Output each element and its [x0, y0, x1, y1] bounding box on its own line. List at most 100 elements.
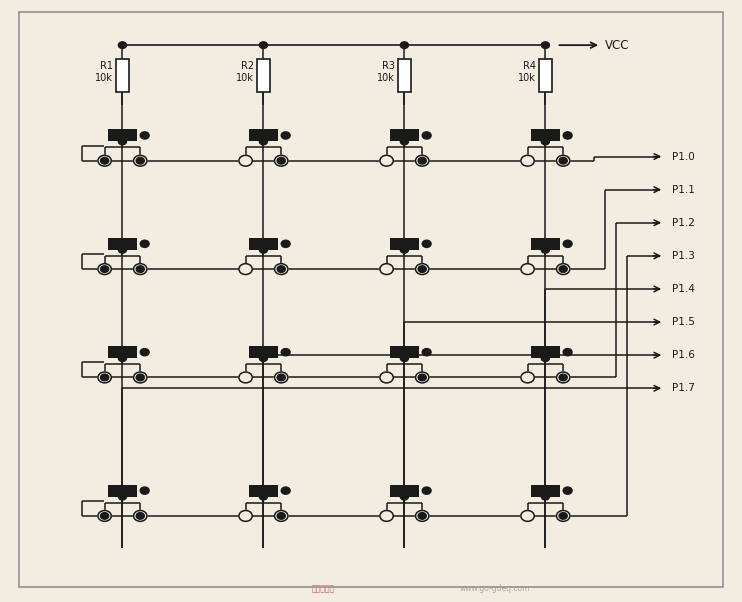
Circle shape [559, 374, 568, 381]
Circle shape [559, 158, 568, 164]
Circle shape [281, 487, 290, 494]
Circle shape [556, 372, 570, 383]
Circle shape [239, 510, 252, 521]
Circle shape [281, 349, 290, 356]
Circle shape [137, 158, 144, 164]
Circle shape [275, 372, 288, 383]
Bar [531, 346, 560, 358]
Circle shape [521, 264, 534, 275]
Bar [531, 238, 560, 250]
Circle shape [119, 247, 126, 253]
Circle shape [101, 158, 109, 164]
Text: 广电电器网: 广电电器网 [312, 584, 335, 593]
Bar [531, 485, 560, 497]
Bar [108, 346, 137, 358]
Circle shape [275, 510, 288, 521]
Circle shape [416, 372, 429, 383]
Circle shape [134, 372, 147, 383]
Circle shape [239, 155, 252, 166]
Text: P1.1: P1.1 [672, 185, 695, 194]
Text: R3
10k: R3 10k [377, 61, 395, 83]
Circle shape [418, 158, 427, 164]
Circle shape [559, 266, 568, 272]
Bar [249, 238, 278, 250]
Text: P1.5: P1.5 [672, 317, 695, 327]
Bar [249, 346, 278, 358]
Circle shape [556, 264, 570, 275]
Circle shape [556, 155, 570, 166]
Circle shape [239, 264, 252, 275]
Circle shape [422, 240, 431, 247]
Circle shape [563, 349, 572, 356]
Circle shape [134, 264, 147, 275]
Circle shape [416, 510, 429, 521]
Circle shape [563, 132, 572, 139]
Circle shape [137, 513, 144, 519]
Text: www.go-gdeq.com: www.go-gdeq.com [460, 584, 531, 593]
Circle shape [278, 266, 286, 272]
Circle shape [278, 513, 286, 519]
Circle shape [542, 247, 549, 253]
Circle shape [416, 155, 429, 166]
Circle shape [134, 510, 147, 521]
Circle shape [418, 266, 427, 272]
Text: R2
10k: R2 10k [236, 61, 254, 83]
Circle shape [119, 42, 126, 49]
Text: R1
10k: R1 10k [95, 61, 113, 83]
Circle shape [101, 374, 109, 381]
Circle shape [380, 155, 393, 166]
Bar [390, 346, 419, 358]
Circle shape [380, 264, 393, 275]
Bar [116, 58, 129, 92]
Circle shape [559, 513, 568, 519]
Circle shape [260, 138, 267, 144]
Bar [108, 485, 137, 497]
Circle shape [260, 494, 267, 500]
Circle shape [140, 349, 149, 356]
Circle shape [380, 510, 393, 521]
Circle shape [418, 513, 427, 519]
Text: VCC: VCC [605, 39, 629, 52]
Circle shape [563, 240, 572, 247]
Circle shape [140, 487, 149, 494]
Circle shape [422, 349, 431, 356]
Circle shape [98, 510, 111, 521]
Circle shape [140, 240, 149, 247]
Text: P1.0: P1.0 [672, 152, 695, 161]
Circle shape [380, 372, 393, 383]
Circle shape [98, 372, 111, 383]
Text: P1.3: P1.3 [672, 251, 695, 261]
Circle shape [401, 247, 409, 253]
Circle shape [281, 132, 290, 139]
Circle shape [563, 487, 572, 494]
Circle shape [416, 264, 429, 275]
Circle shape [278, 158, 286, 164]
Text: P1.2: P1.2 [672, 218, 695, 228]
Circle shape [542, 138, 549, 144]
Bar [249, 129, 278, 141]
Circle shape [119, 355, 126, 361]
Circle shape [521, 510, 534, 521]
Circle shape [401, 494, 409, 500]
Circle shape [137, 266, 144, 272]
Circle shape [101, 513, 109, 519]
Circle shape [119, 138, 126, 144]
Circle shape [542, 355, 549, 361]
Circle shape [556, 510, 570, 521]
Bar [390, 129, 419, 141]
Bar [390, 485, 419, 497]
Bar [390, 238, 419, 250]
Bar [257, 58, 270, 92]
Circle shape [101, 266, 109, 272]
Circle shape [239, 372, 252, 383]
Bar [531, 129, 560, 141]
Circle shape [422, 132, 431, 139]
Circle shape [542, 42, 549, 49]
Circle shape [260, 42, 267, 49]
Circle shape [275, 155, 288, 166]
Bar [108, 129, 137, 141]
Circle shape [140, 132, 149, 139]
Circle shape [98, 264, 111, 275]
Circle shape [119, 494, 126, 500]
Circle shape [401, 138, 409, 144]
